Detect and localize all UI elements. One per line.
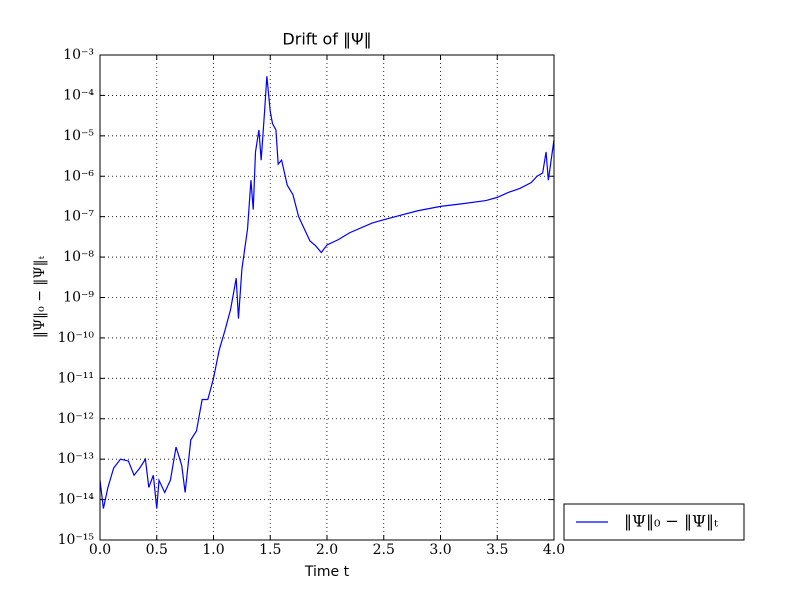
plot-frame [99,54,555,541]
y-tick-label: 10⁻¹¹ [58,370,94,386]
x-axis-label: Time t [304,564,350,580]
y-tick-label: 10⁻⁹ [63,290,94,306]
x-tick-label: 1.5 [259,542,281,558]
x-tick-label: 0.5 [146,542,168,558]
y-tick-label: 10⁻¹⁰ [58,330,95,346]
y-tick-label: 10⁻¹⁴ [58,492,95,508]
y-tick-label: 10⁻¹⁵ [58,532,95,548]
y-axis-label: ‖Ψ‖₀ − ‖Ψ‖ₜ [32,255,48,338]
x-tick-label: 1.0 [202,542,224,558]
legend-label: ‖Ψ‖₀ − ‖Ψ‖ₜ [624,512,718,531]
x-tick-label: 3.5 [486,542,508,558]
y-tick-label: 10⁻⁴ [63,87,94,103]
x-tick-label: 4.0 [543,542,565,558]
y-tick-label: 10⁻¹³ [58,451,94,467]
x-tick-label: 2.5 [373,542,395,558]
data-line [99,76,555,509]
x-tick-label: 2.0 [316,542,338,558]
x-tick-label: 0.0 [89,542,111,558]
x-tick-label: 3.0 [429,542,451,558]
y-tick-label: 10⁻⁶ [63,168,94,184]
y-tick-label: 10⁻⁸ [63,249,94,265]
y-tick-label: 10⁻⁵ [63,128,94,144]
y-tick-label: 10⁻¹² [58,411,94,427]
y-tick-label: 10⁻⁷ [63,209,94,225]
y-tick-label: 10⁻³ [63,47,94,63]
chart-title: Drift of ‖Ψ‖ [282,30,371,49]
